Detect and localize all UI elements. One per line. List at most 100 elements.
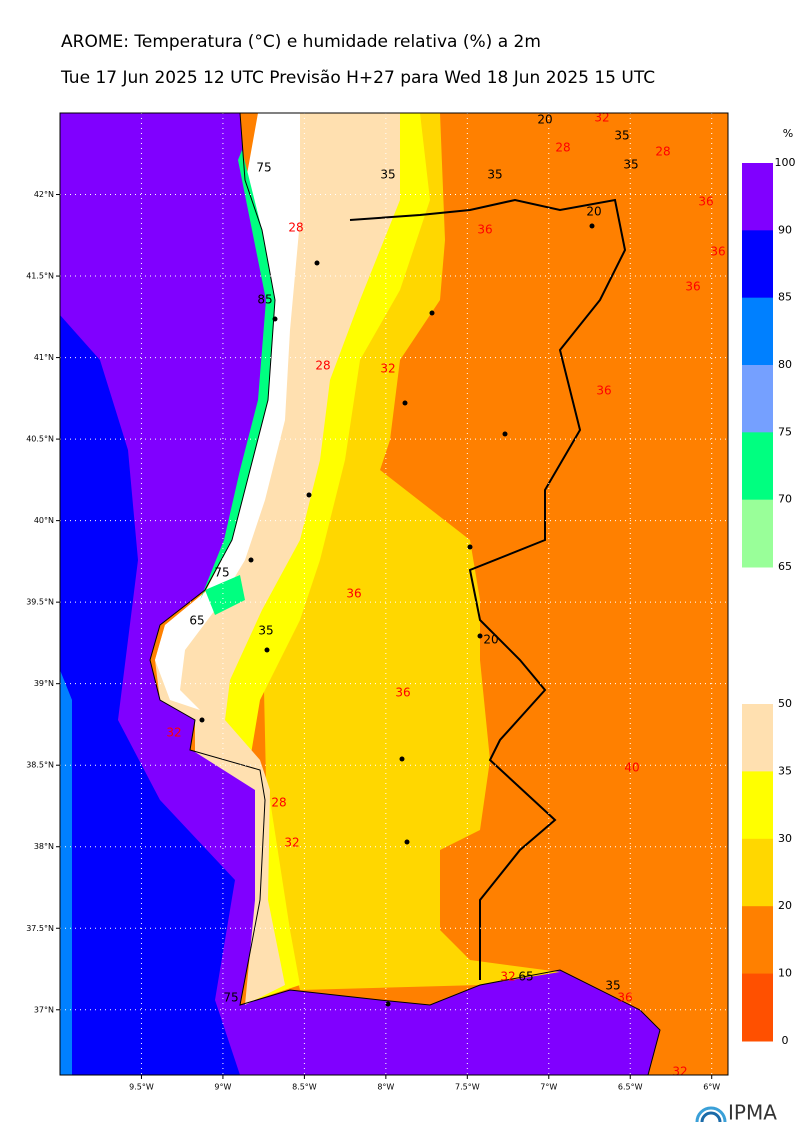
contour-label: 35	[605, 979, 620, 993]
colorbar-tick-label: 70	[778, 493, 792, 506]
contour-label: 32	[500, 970, 515, 984]
contour-label: 36	[710, 245, 725, 259]
coast-humid	[205, 575, 245, 615]
colorbar-segment	[742, 365, 773, 433]
map-frame	[59, 112, 729, 1076]
colorbar-segment	[742, 297, 773, 366]
sea-humid	[60, 315, 240, 1075]
x-tick-label: 8.5°W	[292, 1083, 317, 1092]
contour-label: 36	[395, 686, 410, 700]
contour-label: 28	[555, 141, 570, 155]
contour-label: 32	[284, 836, 299, 850]
colorbar-tick-label: 10	[778, 967, 792, 980]
contour-label: 32	[594, 111, 609, 125]
colorbar-segment	[742, 230, 773, 299]
contour-label: 36	[596, 384, 611, 398]
sea-humid	[60, 670, 72, 1075]
colorbar-tick-label: 50	[778, 697, 792, 710]
colorbar-segment	[742, 906, 773, 975]
contour-label: 35	[487, 168, 502, 182]
grid	[60, 113, 728, 1075]
y-tick-label: 42°N	[34, 190, 54, 199]
contour-label: 35	[258, 624, 273, 638]
colorbar-tick-label: 80	[778, 358, 792, 371]
x-tick-label: 9.5°W	[129, 1083, 154, 1092]
contour-label: 65	[518, 970, 533, 984]
y-tick-label: 38.5°N	[26, 761, 54, 770]
contour-label: 28	[315, 359, 330, 373]
colorbar-segment	[742, 432, 773, 501]
logo-text: IPMA	[728, 1101, 777, 1125]
contour-label: 28	[271, 796, 286, 810]
contour-label: 36	[477, 223, 492, 237]
colorbar-unit: %	[783, 127, 793, 140]
y-tick-label: 40°N	[34, 516, 54, 525]
x-tick-label: 8°W	[377, 1083, 394, 1092]
colorbar-tick-label: 75	[778, 425, 792, 438]
colorbar-segment	[742, 973, 773, 1042]
contour-label: 20	[586, 205, 601, 219]
title: AROME: Temperatura (°C) e humidade relat…	[61, 32, 541, 52]
y-tick-label: 41°N	[34, 353, 54, 362]
contour-label: 75	[223, 991, 238, 1005]
subtitle: Tue 17 Jun 2025 12 UTC Previsão H+27 par…	[60, 68, 655, 88]
x-tick-label: 6.5°W	[618, 1083, 643, 1092]
contour-label: 32	[380, 362, 395, 376]
colorbar-tick-label: 35	[778, 764, 792, 777]
logo: IPMA	[695, 1101, 777, 1125]
y-tick-label: 37°N	[34, 1005, 54, 1014]
land-yellow	[180, 113, 430, 1000]
colorbar-segment	[742, 838, 773, 907]
colorbar-segment	[742, 163, 773, 231]
axes: 9.5°W 9°W 8.5°W 8°W 7.5°W 7°W 6.5°W 6°W 42°N 41.5…	[26, 190, 720, 1091]
contour-label: 35	[380, 168, 395, 182]
colorbar-tick-label: 20	[778, 899, 792, 912]
contour-label: 35	[623, 158, 638, 172]
contour-label: 36	[346, 587, 361, 601]
contour-label: 28	[655, 145, 670, 159]
land-white	[155, 113, 300, 710]
contour-label: 75	[214, 566, 229, 580]
contour-label: 28	[288, 221, 303, 235]
border	[349, 198, 627, 980]
coast-humid	[200, 150, 275, 600]
colorbar-tick-label: 90	[778, 223, 792, 236]
contour-label: 65	[189, 614, 204, 628]
contour-label: 20	[483, 633, 498, 647]
land-wheat	[155, 113, 400, 1005]
y-tick-label: 39.5°N	[26, 598, 54, 607]
contour-label: 40	[624, 761, 639, 775]
contour-label: 32	[166, 726, 181, 740]
colorbar-tick-label: 100	[775, 156, 796, 169]
cities	[199, 223, 595, 1007]
x-tick-label: 9°W	[214, 1083, 231, 1092]
coastline	[149, 113, 661, 1075]
x-tick-label: 6°W	[703, 1083, 720, 1092]
contour-label: 20	[537, 113, 552, 127]
contour-label: 75	[256, 161, 271, 175]
colorbar-tick-label: 65	[778, 560, 792, 573]
y-tick-label: 38°N	[34, 842, 54, 851]
colorbar-segment	[742, 499, 773, 568]
y-tick-label: 39°N	[34, 679, 54, 688]
y-tick-label: 40.5°N	[26, 435, 54, 444]
y-tick-label: 41.5°N	[26, 272, 54, 281]
colorbar-tick-label: 30	[778, 832, 792, 845]
colorbar-segment	[742, 704, 773, 772]
y-tick-label: 37.5°N	[26, 924, 54, 933]
contour-label: 85	[257, 293, 272, 307]
contour-label: 35	[614, 129, 629, 143]
contour-label: 36	[617, 991, 632, 1005]
x-tick-label: 7°W	[540, 1083, 557, 1092]
colorbar-segment	[742, 771, 773, 840]
colorbar-tick-label: 0	[782, 1034, 789, 1047]
contour-label: 36	[698, 195, 713, 209]
x-tick-label: 7.5°W	[455, 1083, 480, 1092]
colorbar-tick-label: 85	[778, 291, 792, 304]
contour-label: 32	[672, 1065, 687, 1079]
contour-label: 36	[685, 280, 700, 294]
